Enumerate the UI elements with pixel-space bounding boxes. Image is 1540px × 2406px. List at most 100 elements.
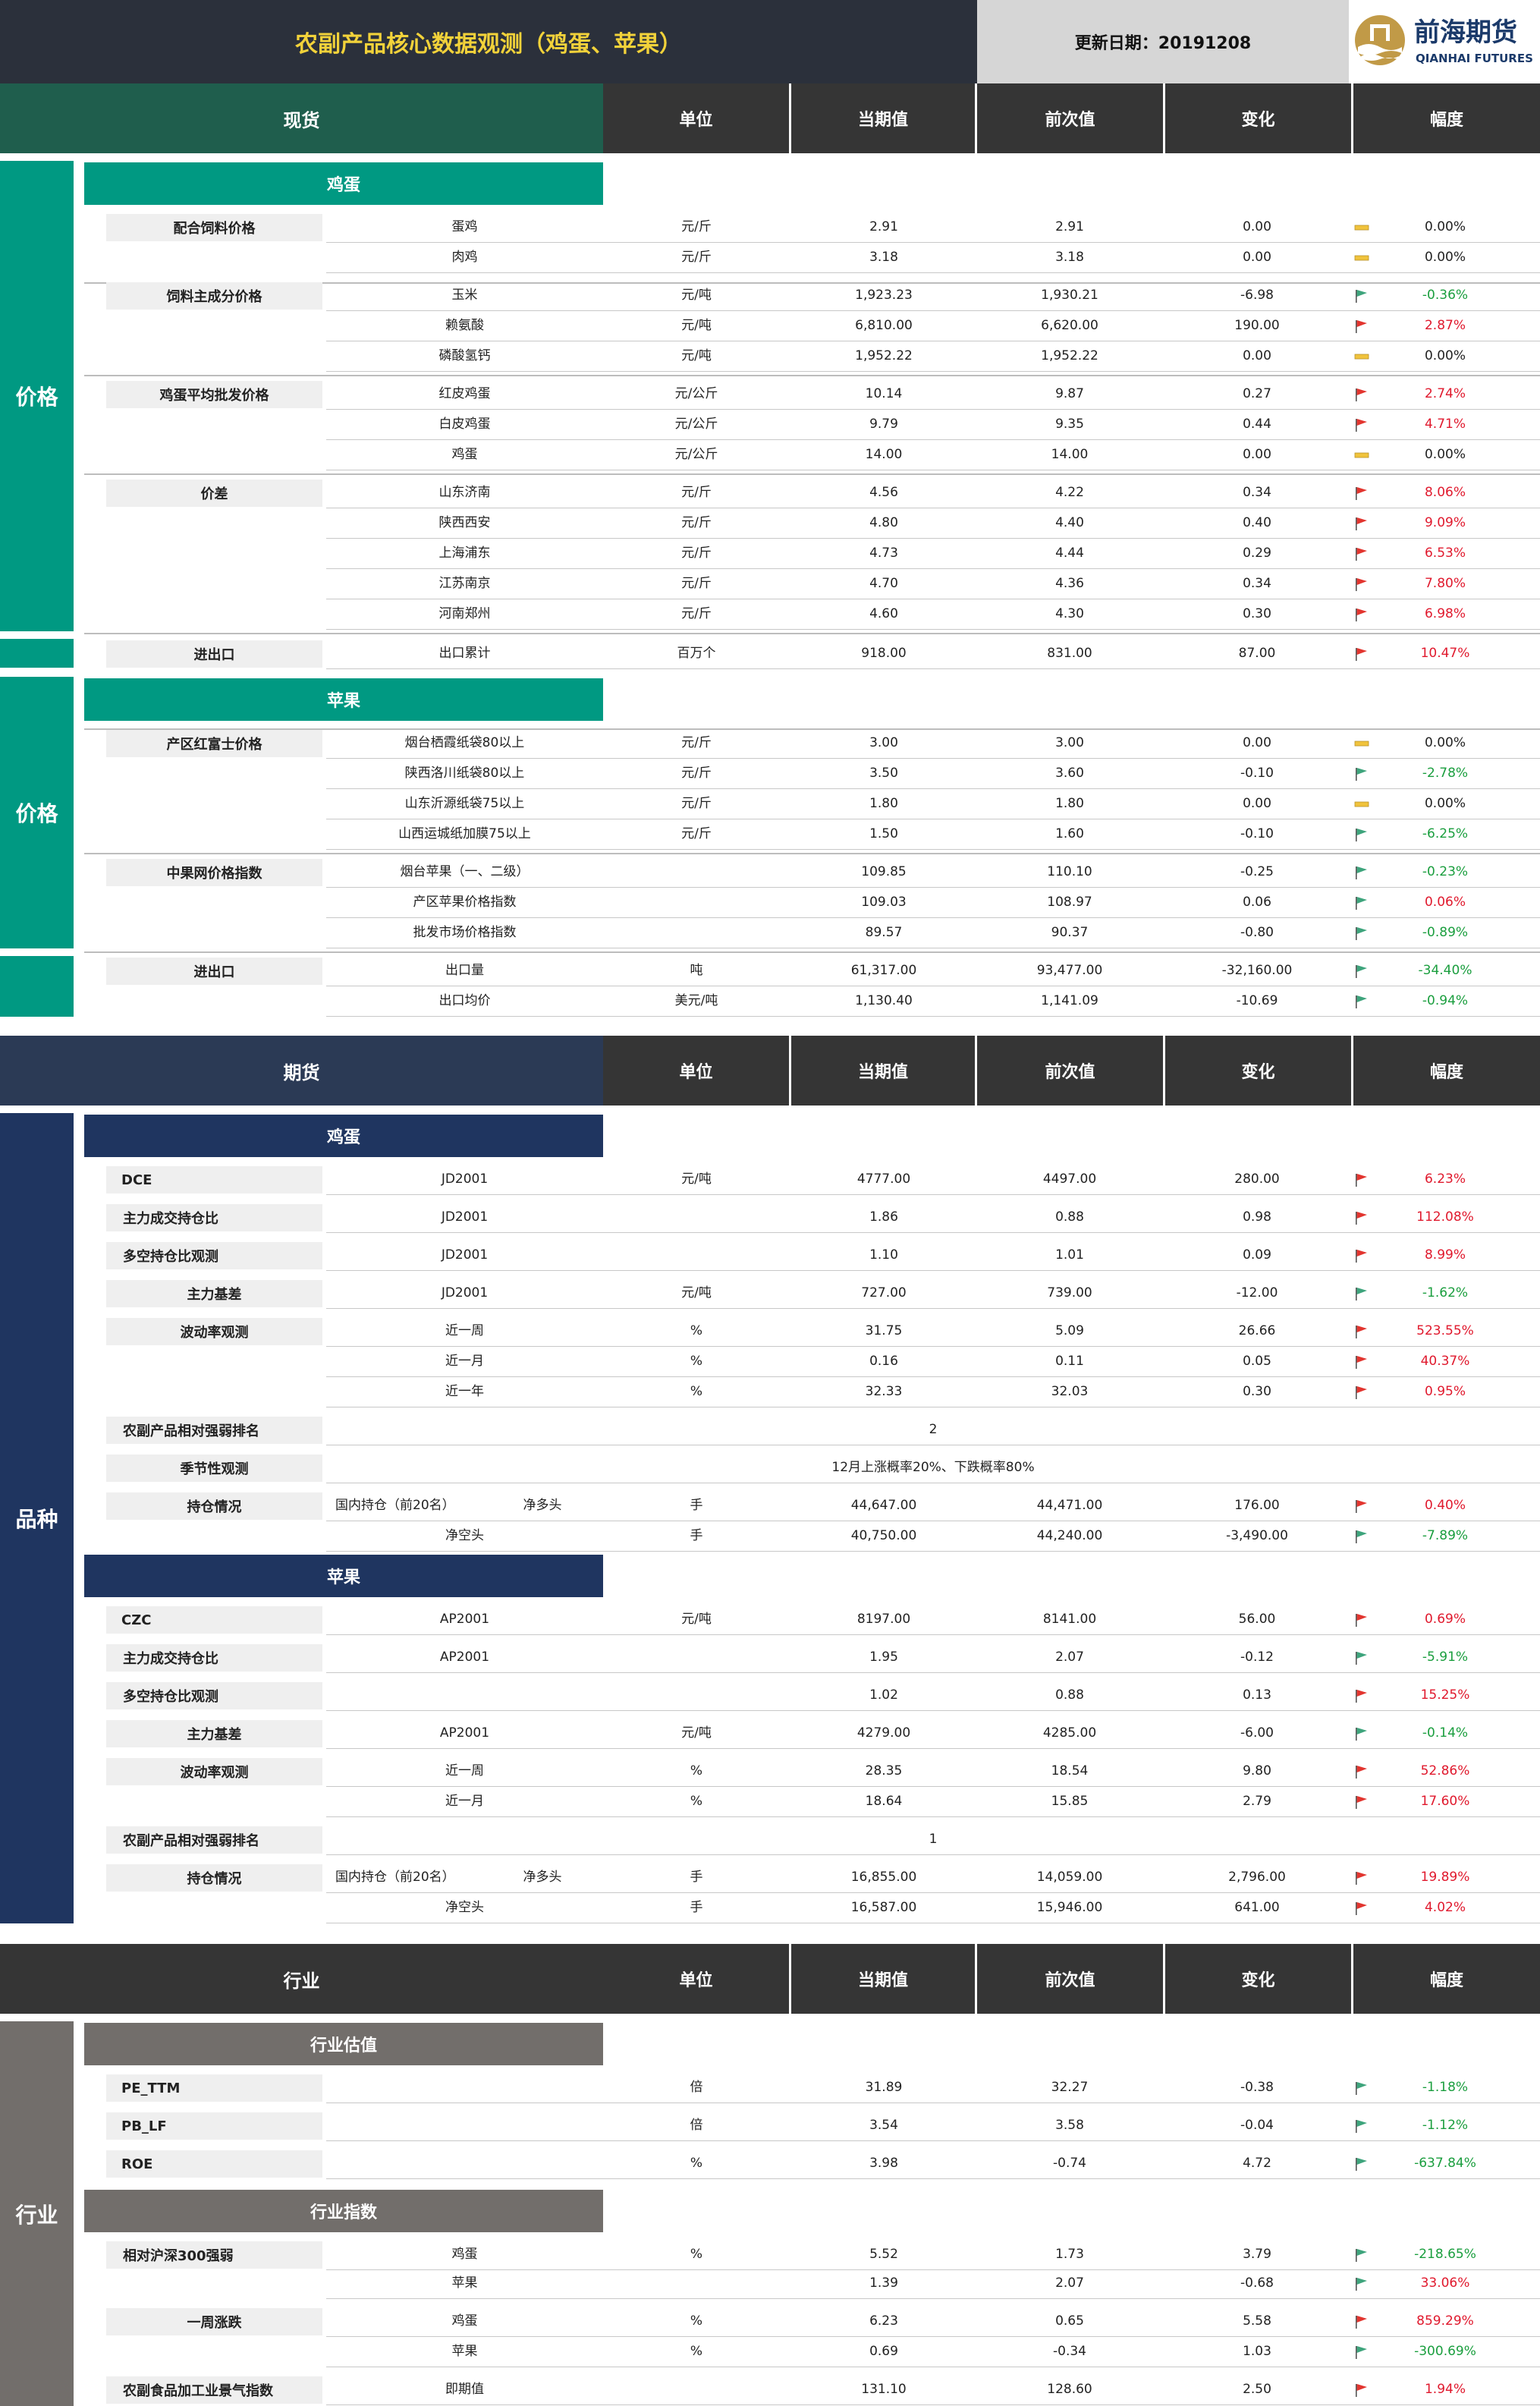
flat-flag-icon [1354,354,1369,360]
cell-percent: -637.84% [1414,2156,1476,2171]
row-label: 价差 [106,480,322,507]
merged-value: 2 [929,1422,938,1437]
cell-previous: 1,952.22 [1041,348,1098,363]
green-flag-icon [1356,897,1367,910]
cell-current: 9.79 [869,417,898,432]
row-label: 季节性观测 [106,1455,322,1482]
cell-percent: 40.37% [1420,1354,1470,1369]
logo-en: QIANHAI FUTURES [1416,52,1533,65]
cell-change: -0.10 [1240,766,1274,781]
cell-previous: 128.60 [1047,2382,1092,2397]
cell-previous: 1.01 [1055,1247,1084,1263]
red-flag-icon [1356,1250,1367,1263]
cell-change: -6.00 [1240,1725,1274,1741]
row-item: AP2001 [439,1650,490,1665]
cell-previous: 4.44 [1055,546,1084,561]
cell-change: 0.00 [1243,735,1271,750]
cell-unit: 元/吨 [681,1285,712,1300]
green-flag-icon [1356,2249,1367,2262]
cell-change: 0.98 [1243,1209,1271,1225]
cell-change: 641.00 [1234,1900,1280,1915]
cell-current: 3.54 [869,2118,898,2133]
cell-unit: 元/斤 [681,219,712,234]
cell-change: 2.50 [1243,2382,1271,2397]
cell-change: 56.00 [1238,1612,1276,1627]
company-logo: 前海期货 QIANHAI FUTURES [1349,0,1540,83]
cell-previous: 1,141.09 [1041,993,1098,1008]
cell-change: 1.03 [1243,2344,1271,2359]
cell-percent: 0.40% [1424,1498,1466,1513]
cell-change: 26.66 [1238,1323,1276,1338]
cell-change: 9.80 [1243,1763,1271,1779]
cell-unit: 元/斤 [681,735,712,750]
cell-current: 4.80 [869,515,898,530]
cell-current: 18.64 [865,1794,903,1809]
cell-previous: 4497.00 [1042,1172,1097,1187]
red-flag-icon [1356,320,1367,333]
cell-current: 3.50 [869,766,898,781]
row-item: AP2001 [439,1725,490,1741]
row-label: DCE [106,1166,322,1194]
cell-percent: -218.65% [1414,2247,1476,2262]
cell-percent: 0.00% [1424,250,1466,265]
cell-unit: 元/公斤 [674,417,718,432]
cell-current: 1.02 [869,1687,898,1703]
cell-percent: 15.25% [1420,1687,1470,1703]
row-item: 鸡蛋 [451,2313,478,2329]
red-flag-icon [1356,2316,1367,2329]
red-flag-icon [1356,1500,1367,1513]
cell-change: -0.25 [1240,864,1274,879]
cell-unit: 元/吨 [681,318,712,333]
green-flag-icon [1356,1288,1367,1300]
cell-change: -3,490.00 [1226,1528,1288,1543]
row-item: 出口量 [445,963,484,978]
cell-previous: 2.07 [1055,2275,1084,2291]
row-item: 近一周 [445,1323,484,1338]
cell-unit: % [690,2247,703,2262]
cell-unit: % [690,1763,703,1779]
flat-flag-icon [1354,255,1369,261]
cell-percent: 33.06% [1420,2275,1470,2291]
row-item: JD2001 [441,1247,489,1263]
cell-current: 131.10 [861,2382,907,2397]
cell-current: 44,647.00 [850,1498,917,1513]
cell-percent: 4.02% [1424,1900,1466,1915]
cell-current: 3.98 [869,2156,898,2171]
cell-percent: -7.89% [1422,1528,1469,1543]
row-item: 上海浦东 [438,546,491,561]
flat-flag-icon [1354,741,1369,747]
cell-current: 16,587.00 [850,1900,917,1915]
spot-title: 现货 [283,109,320,131]
cell-change: 0.00 [1243,250,1271,265]
row-item: JD2001 [441,1285,489,1300]
cell-change: 0.30 [1243,1384,1271,1399]
cell-unit: 美元/吨 [674,993,718,1008]
red-flag-icon [1356,548,1367,561]
cell-current: 4279.00 [856,1725,911,1741]
cell-current: 1,923.23 [855,288,913,303]
cell-percent: 17.60% [1420,1794,1470,1809]
cell-current: 1.39 [869,2275,898,2291]
cell-percent: 10.47% [1420,646,1470,661]
cell-unit: 手 [690,1900,703,1915]
row-item: JD2001 [441,1172,489,1187]
futures-header: 期货 [0,1036,603,1106]
cell-percent: 1.94% [1424,2382,1466,2397]
red-flag-icon [1356,1614,1367,1627]
row-item: 近一周 [445,1763,484,1779]
cell-current: 6,810.00 [855,318,913,333]
cell-previous: 4.40 [1055,515,1084,530]
cell-unit: 元/公斤 [674,386,718,401]
cell-percent: 523.55% [1416,1323,1474,1338]
cell-current: 8197.00 [856,1612,911,1627]
row-label: 持仓情况 [106,1492,322,1520]
col-pct: 幅度 [1353,83,1540,153]
green-flag-icon [1356,1652,1367,1665]
cell-unit: 手 [690,1498,703,1513]
cell-change: 0.27 [1243,386,1271,401]
red-flag-icon [1356,1796,1367,1809]
merged-value: 1 [929,1832,938,1847]
cell-percent: -300.69% [1414,2344,1476,2359]
cell-current: 28.35 [865,1763,903,1779]
cell-change: 0.29 [1243,546,1271,561]
